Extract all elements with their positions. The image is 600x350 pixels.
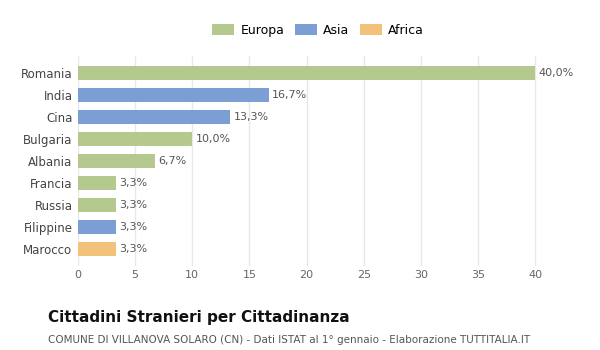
Text: 13,3%: 13,3% [233,112,269,122]
Bar [78,88,269,102]
Legend: Europa, Asia, Africa: Europa, Asia, Africa [208,20,428,41]
Text: 10,0%: 10,0% [196,134,231,144]
Bar [78,242,116,257]
Text: Cittadini Stranieri per Cittadinanza: Cittadini Stranieri per Cittadinanza [48,310,350,325]
Text: 16,7%: 16,7% [272,90,308,100]
Text: 6,7%: 6,7% [158,156,186,166]
Bar [78,176,116,190]
Text: 40,0%: 40,0% [539,68,574,78]
Text: 3,3%: 3,3% [119,178,147,188]
Text: 3,3%: 3,3% [119,200,147,210]
Bar [78,220,116,235]
Bar [78,132,192,146]
Text: COMUNE DI VILLANOVA SOLARO (CN) - Dati ISTAT al 1° gennaio - Elaborazione TUTTIT: COMUNE DI VILLANOVA SOLARO (CN) - Dati I… [48,335,530,345]
Bar [78,198,116,212]
Bar [78,154,155,168]
Bar [78,110,230,124]
Text: 3,3%: 3,3% [119,244,147,254]
Bar [78,65,535,80]
Text: 3,3%: 3,3% [119,222,147,232]
